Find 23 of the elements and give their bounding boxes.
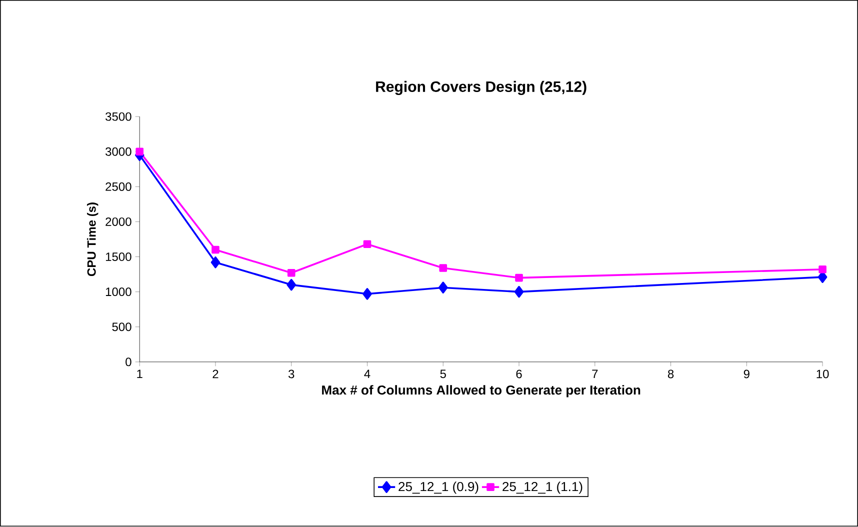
legend-label: 25_12_1 (1.1) <box>502 482 582 494</box>
x-tick-label: 7 <box>592 370 598 378</box>
x-tick-label: 1 <box>137 370 142 378</box>
x-tick-label: 5 <box>440 370 446 378</box>
y-tick-label: 3500 <box>106 112 132 122</box>
y-tick-label: 0 <box>126 358 132 366</box>
x-tick-label: 9 <box>744 370 750 378</box>
x-tick-label: 6 <box>516 370 522 378</box>
y-tick-label: 2000 <box>106 218 132 226</box>
x-tick-label: 4 <box>364 370 370 378</box>
legend-label: 25_12_1 (0.9) <box>398 482 478 494</box>
y-axis-title: CPU Time (s) <box>86 202 98 276</box>
y-tick-label: 500 <box>112 322 132 332</box>
y-tick-label: 1000 <box>106 288 132 296</box>
y-tick-label: 3000 <box>106 148 132 156</box>
y-tick-label: 2500 <box>106 182 132 192</box>
x-tick-label: 10 <box>816 370 829 378</box>
x-tick-label: 2 <box>212 370 218 378</box>
x-tick-label: 8 <box>668 370 674 378</box>
chart-title: Region Covers Design (25,12) <box>376 81 586 96</box>
x-axis-title: Max # of Columns Allowed to Generate per Iteration <box>322 385 640 398</box>
y-tick-label: 1500 <box>106 252 132 262</box>
x-tick-label: 3 <box>288 370 294 378</box>
